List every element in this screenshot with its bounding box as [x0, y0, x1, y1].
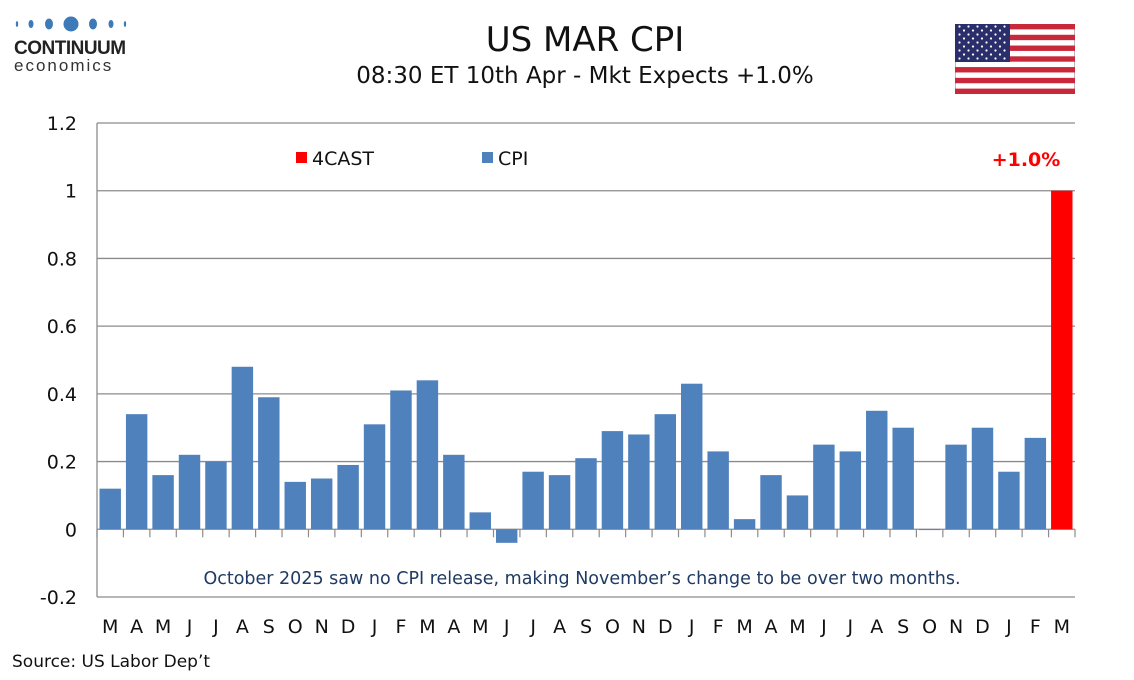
bar-cpi — [707, 451, 729, 530]
x-tick-label: M — [1054, 616, 1070, 638]
y-tick-label: 0 — [65, 519, 77, 541]
x-tick-label: M — [472, 616, 488, 638]
bar-cpi — [866, 410, 888, 530]
x-tick-label: M — [736, 616, 752, 638]
bar-cpi — [786, 495, 809, 530]
bar-cpi — [99, 488, 121, 530]
legend-swatch-4cast — [296, 152, 307, 163]
chart-note: October 2025 saw no CPI release, making … — [203, 569, 960, 589]
bar-cpi — [575, 458, 597, 530]
bar-cpi — [443, 454, 465, 530]
x-tick-label: J — [529, 616, 536, 638]
bar-cpi — [760, 475, 782, 530]
bar-cpi — [892, 427, 914, 530]
bar-cpi — [363, 424, 386, 530]
x-tick-label: O — [288, 616, 303, 638]
bar-cpi — [495, 529, 518, 543]
bar-cpi — [998, 471, 1020, 530]
y-tick-label: 1.2 — [47, 113, 77, 135]
legend-label-cpi: CPI — [498, 148, 528, 170]
y-tick-label: 0.8 — [47, 248, 77, 270]
x-tick-label: J — [1005, 616, 1012, 638]
x-tick-label: F — [713, 616, 724, 638]
x-tick-label: O — [922, 616, 937, 638]
bar-cpi — [337, 464, 359, 530]
bar-cpi — [152, 475, 174, 530]
y-tick-label: 0.6 — [47, 316, 77, 338]
x-tick-label: J — [847, 616, 854, 638]
x-tick-label: A — [870, 616, 883, 638]
forecast-label: +1.0% — [992, 149, 1061, 171]
bar-cpi — [601, 431, 624, 530]
bar-cpi — [258, 397, 280, 530]
x-tick-label: A — [447, 616, 460, 638]
bar-cpi — [390, 390, 412, 530]
x-tick-label: J — [212, 616, 219, 638]
x-tick-label: M — [155, 616, 171, 638]
y-tick-label: 0.4 — [47, 384, 77, 406]
x-tick-label: S — [263, 616, 275, 638]
bar-cpi — [839, 451, 862, 530]
bar-cpi — [971, 427, 994, 530]
bar-cpi — [1024, 437, 1047, 530]
source-note: Source: US Labor Dep’t — [12, 652, 211, 672]
bar-cpi — [681, 383, 703, 530]
x-tick-label: N — [949, 616, 963, 638]
bar-4cast — [1051, 190, 1073, 530]
x-tick-label: M — [102, 616, 118, 638]
x-tick-label: J — [820, 616, 827, 638]
y-tick-label: -0.2 — [40, 587, 77, 609]
continuum-economics-logo: CONTINUUM economics — [14, 16, 134, 76]
legend-swatch-cpi — [482, 152, 493, 163]
bar-cpi — [945, 444, 967, 530]
x-tick-label: M — [789, 616, 805, 638]
x-tick-label: J — [186, 616, 193, 638]
bar-cpi — [733, 519, 756, 530]
x-tick-label: A — [130, 616, 143, 638]
x-tick-label: S — [580, 616, 592, 638]
x-tick-label: M — [419, 616, 435, 638]
x-tick-label: A — [553, 616, 566, 638]
x-tick-label: O — [605, 616, 620, 638]
bar-cpi — [654, 414, 677, 530]
bar-cpi — [231, 366, 254, 530]
x-tick-label: F — [396, 616, 407, 638]
bar-cpi — [178, 454, 201, 530]
x-tick-label: N — [315, 616, 329, 638]
bar-cpi — [522, 471, 544, 530]
us-flag-icon — [955, 24, 1075, 94]
x-tick-label: D — [658, 616, 673, 638]
x-tick-label: A — [765, 616, 778, 638]
logo-text: CONTINUUM — [14, 38, 126, 59]
y-tick-label: 0.2 — [47, 452, 77, 474]
bar-cpi — [548, 475, 571, 530]
logo-subtext: economics — [14, 56, 114, 75]
x-tick-label: D — [341, 616, 356, 638]
x-tick-label: J — [371, 616, 378, 638]
bar-cpi — [628, 434, 650, 530]
bar-cpi — [310, 478, 333, 530]
bar-cpi — [469, 512, 491, 530]
x-tick-label: D — [975, 616, 990, 638]
bar-cpi — [205, 461, 227, 530]
bar-cpi — [813, 444, 835, 530]
y-tick-label: 1 — [65, 181, 77, 203]
x-tick-label: N — [632, 616, 646, 638]
x-tick-label: S — [897, 616, 909, 638]
bar-cpi — [284, 481, 306, 530]
bar-cpi — [918, 529, 941, 531]
x-tick-label: F — [1030, 616, 1041, 638]
x-tick-label: A — [236, 616, 249, 638]
x-tick-label: J — [688, 616, 695, 638]
x-tick-label: J — [503, 616, 510, 638]
bar-cpi — [416, 380, 439, 530]
logo-dots-icon — [15, 16, 127, 32]
bar-cpi — [125, 414, 148, 530]
legend-label-4cast: 4CAST — [312, 148, 374, 170]
chart-subtitle: 08:30 ET 10th Apr - Mkt Expects +1.0% — [356, 63, 814, 89]
chart-title: US MAR CPI — [485, 20, 685, 60]
